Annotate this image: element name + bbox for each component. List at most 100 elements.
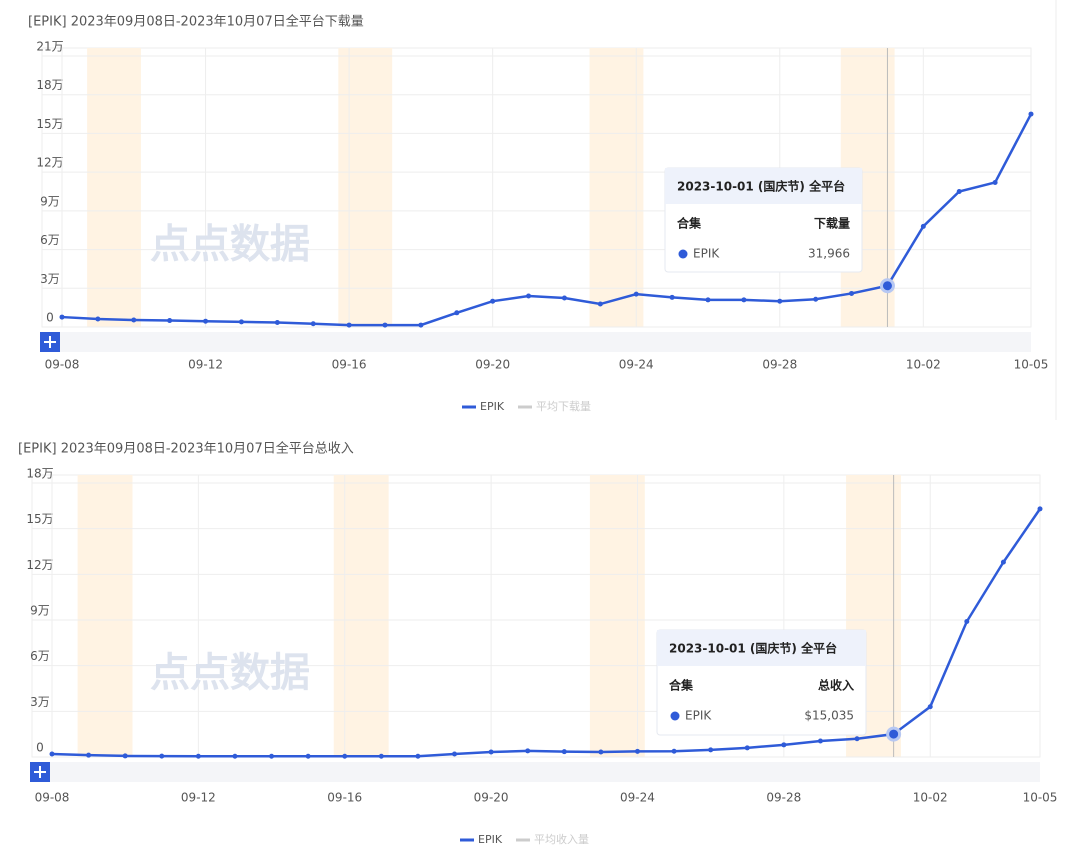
data-point xyxy=(452,751,458,757)
tooltip-value: 31,966 xyxy=(808,247,850,261)
data-point xyxy=(744,745,750,751)
data-point xyxy=(992,179,998,185)
watermark: 点点数据 xyxy=(150,650,310,696)
x-tick-label: 09-28 xyxy=(766,791,801,805)
data-point xyxy=(708,747,714,753)
data-point xyxy=(886,726,902,742)
data-point xyxy=(159,753,165,759)
data-point xyxy=(1000,559,1006,565)
legend-label: 平均收入量 xyxy=(534,832,589,846)
event-strip xyxy=(32,762,1040,782)
data-point xyxy=(195,753,201,759)
tooltip-col2: 下载量 xyxy=(814,216,850,231)
watermark: 点点数据 xyxy=(150,222,310,268)
x-tick-label: 09-24 xyxy=(619,358,654,372)
legend-label: EPIK xyxy=(478,833,503,846)
x-tick-label: 09-16 xyxy=(332,358,367,372)
tooltip-dot xyxy=(670,711,680,721)
weekend-band xyxy=(338,48,393,327)
y-tick-label: 0 xyxy=(36,741,44,755)
tooltip-dot xyxy=(678,249,688,259)
tooltip-col1: 合集 xyxy=(669,678,694,693)
add-icon xyxy=(44,336,56,348)
data-point xyxy=(490,298,496,304)
y-tick-label: 3万 xyxy=(30,695,50,709)
data-point xyxy=(597,301,603,307)
data-point xyxy=(305,753,311,759)
y-tick-label: 6万 xyxy=(40,233,60,247)
y-tick-label: 15万 xyxy=(26,512,53,526)
data-point xyxy=(705,297,711,303)
weekend-band xyxy=(589,48,644,327)
data-point xyxy=(920,223,926,229)
data-point xyxy=(777,298,783,304)
data-point xyxy=(49,751,55,757)
data-point xyxy=(415,753,421,759)
data-point xyxy=(849,290,855,296)
tooltip-col1: 合集 xyxy=(677,216,702,231)
data-point xyxy=(561,749,567,755)
data-point xyxy=(669,294,675,300)
weekend-band xyxy=(87,48,141,327)
series-line xyxy=(51,508,1042,758)
y-tick-label: 0 xyxy=(46,311,54,325)
data-point xyxy=(86,752,92,758)
data-point xyxy=(238,319,244,325)
x-tick-label: 09-16 xyxy=(327,791,362,805)
data-point xyxy=(167,318,173,324)
y-tick-label: 15万 xyxy=(36,117,63,131)
data-point xyxy=(633,291,639,297)
data-point xyxy=(454,310,460,316)
x-tick-label: 09-08 xyxy=(35,791,70,805)
chart-title: [EPIK] 2023年09月08日-2023年10月07日全平台总收入 xyxy=(18,441,354,457)
weekend-band xyxy=(77,475,133,757)
y-tick-label: 3万 xyxy=(40,272,60,286)
data-point xyxy=(927,704,933,710)
chart-title: [EPIK] 2023年09月08日-2023年10月07日全平台下载量 xyxy=(28,14,364,30)
data-point xyxy=(598,749,604,755)
y-tick-label: 9万 xyxy=(30,604,50,618)
tooltip-title: 2023-10-01 (国庆节) 全平台 xyxy=(669,641,837,656)
y-tick-label: 9万 xyxy=(40,194,60,208)
y-tick-label: 21万 xyxy=(36,40,63,54)
legend-label: 平均下载量 xyxy=(536,400,591,413)
data-point xyxy=(879,278,895,294)
data-point xyxy=(269,753,275,759)
x-tick-label: 10-02 xyxy=(913,791,948,805)
tooltip-title: 2023-10-01 (国庆节) 全平台 xyxy=(677,179,845,194)
data-point xyxy=(378,753,384,759)
y-tick-label: 12万 xyxy=(36,156,63,170)
x-tick-label: 09-12 xyxy=(188,358,223,372)
data-point xyxy=(964,619,970,625)
data-point xyxy=(741,297,747,303)
data-point xyxy=(346,322,352,328)
data-point xyxy=(813,296,819,302)
data-point xyxy=(382,322,388,328)
x-tick-label: 09-24 xyxy=(620,791,655,805)
tooltip-series: EPIK xyxy=(685,709,712,723)
y-tick-label: 6万 xyxy=(30,649,50,663)
data-point xyxy=(1037,506,1043,512)
data-point xyxy=(1028,111,1034,117)
data-point xyxy=(122,753,128,759)
data-point xyxy=(203,318,209,324)
data-point xyxy=(854,736,860,742)
y-tick-label: 18万 xyxy=(26,467,53,481)
tooltip-value: $15,035 xyxy=(804,709,854,723)
x-tick-label: 10-02 xyxy=(906,358,941,372)
data-point xyxy=(634,748,640,754)
x-tick-label: 09-20 xyxy=(475,358,510,372)
data-point xyxy=(131,317,137,323)
x-tick-label: 09-08 xyxy=(45,358,80,372)
data-point xyxy=(310,321,316,327)
data-point xyxy=(418,322,424,328)
data-point xyxy=(488,749,494,755)
x-tick-label: 09-12 xyxy=(181,791,216,805)
x-tick-label: 09-20 xyxy=(474,791,509,805)
data-point xyxy=(525,748,531,754)
y-tick-label: 18万 xyxy=(36,78,63,92)
tooltip-col2: 总收入 xyxy=(818,678,854,693)
tooltip-header xyxy=(665,168,862,204)
data-point xyxy=(232,753,238,759)
